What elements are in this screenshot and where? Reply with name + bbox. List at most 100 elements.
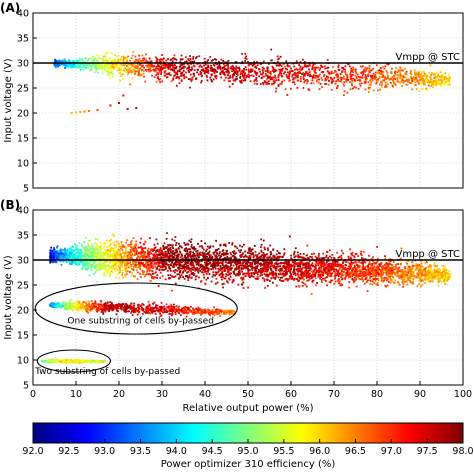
scatter-point xyxy=(247,73,250,76)
scatter-point xyxy=(425,87,427,90)
scatter-point xyxy=(214,255,217,257)
scatter-point xyxy=(180,67,183,70)
scatter-point xyxy=(247,256,250,259)
scatter-point xyxy=(223,66,226,69)
scatter-point xyxy=(140,64,142,67)
scatter-point xyxy=(238,66,241,69)
scatter-point xyxy=(73,65,75,67)
scatter-point xyxy=(165,260,168,263)
scatter-point xyxy=(293,65,296,68)
scatter-point xyxy=(197,270,200,273)
scatter-point xyxy=(379,88,382,91)
scatter-point xyxy=(296,68,299,71)
scatter-point xyxy=(362,71,364,73)
scatter-point xyxy=(183,73,186,76)
scatter-point xyxy=(390,273,393,276)
scatter-point xyxy=(328,272,331,275)
scatter-point xyxy=(160,66,163,69)
scatter-point xyxy=(119,247,122,250)
scatter-point xyxy=(105,265,108,268)
scatter-point xyxy=(190,238,193,241)
scatter-point xyxy=(205,74,208,77)
scatter-point xyxy=(316,257,319,259)
scatter-point xyxy=(107,74,110,77)
scatter-point xyxy=(212,59,214,62)
scatter-point xyxy=(192,254,194,257)
scatter-point xyxy=(190,267,192,270)
scatter-point xyxy=(340,249,343,252)
scatter-point xyxy=(123,68,126,70)
scatter-point xyxy=(336,76,339,78)
scatter-point xyxy=(383,79,386,82)
scatter-point xyxy=(252,256,255,259)
scatter-point xyxy=(153,65,156,68)
scatter-point xyxy=(118,59,121,62)
scatter-point xyxy=(271,59,273,62)
scatter-point xyxy=(429,64,432,67)
scatter-point xyxy=(279,64,282,66)
scatter-point xyxy=(367,86,370,89)
scatter-point xyxy=(271,78,274,81)
scatter-point xyxy=(72,60,75,63)
scatter-point xyxy=(405,76,408,79)
scatter-point xyxy=(350,78,353,80)
scatter-point xyxy=(307,72,309,75)
scatter-point xyxy=(292,78,295,81)
scatter-point xyxy=(236,70,239,73)
scatter-point xyxy=(165,250,167,253)
scatter-point xyxy=(95,69,98,72)
scatter-point xyxy=(104,66,106,69)
scatter-point xyxy=(269,75,272,78)
scatter-point xyxy=(170,289,173,292)
scatter-point xyxy=(96,238,99,241)
scatter-point xyxy=(227,77,230,80)
scatter-point xyxy=(82,68,85,71)
scatter-point xyxy=(116,64,119,67)
scatter-point xyxy=(433,73,436,75)
scatter-point xyxy=(127,270,129,272)
scatter-point xyxy=(245,74,248,77)
scatter-point xyxy=(207,260,209,263)
scatter-point xyxy=(430,78,433,81)
scatter-point xyxy=(156,57,158,60)
scatter-point xyxy=(290,274,293,277)
scatter-point xyxy=(326,251,329,253)
scatter-point xyxy=(102,274,105,277)
scatter-point xyxy=(103,260,106,263)
scatter-point xyxy=(181,58,184,61)
scatter-point xyxy=(267,63,270,65)
panel-b-points xyxy=(40,232,451,365)
scatter-point xyxy=(72,63,75,66)
scatter-point xyxy=(104,274,107,277)
scatter-point xyxy=(324,77,327,80)
scatter-point xyxy=(352,266,355,269)
scatter-point xyxy=(325,254,328,257)
scatter-point xyxy=(226,71,228,74)
scatter-point xyxy=(410,77,413,80)
scatter-point xyxy=(161,80,164,83)
scatter-point xyxy=(125,56,127,59)
scatter-point xyxy=(402,75,405,77)
scatter-point xyxy=(375,64,378,67)
scatter-point xyxy=(180,79,183,82)
scatter-point xyxy=(101,267,104,270)
scatter-point xyxy=(239,80,242,83)
scatter-point xyxy=(382,76,384,79)
scatter-point xyxy=(196,56,198,58)
scatter-point xyxy=(247,286,249,289)
scatter-point xyxy=(107,253,109,256)
scatter-point xyxy=(270,77,272,80)
scatter-point xyxy=(179,65,182,68)
scatter-point xyxy=(96,68,99,70)
scatter-point xyxy=(108,66,111,69)
scatter-point xyxy=(146,65,149,68)
scatter-point xyxy=(241,53,244,55)
scatter-point xyxy=(231,255,234,257)
scatter-point xyxy=(293,265,296,268)
scatter-point xyxy=(405,83,408,86)
scatter-point xyxy=(284,67,287,70)
scatter-point xyxy=(311,67,314,70)
scatter-point xyxy=(227,67,229,69)
scatter-point xyxy=(222,286,224,289)
